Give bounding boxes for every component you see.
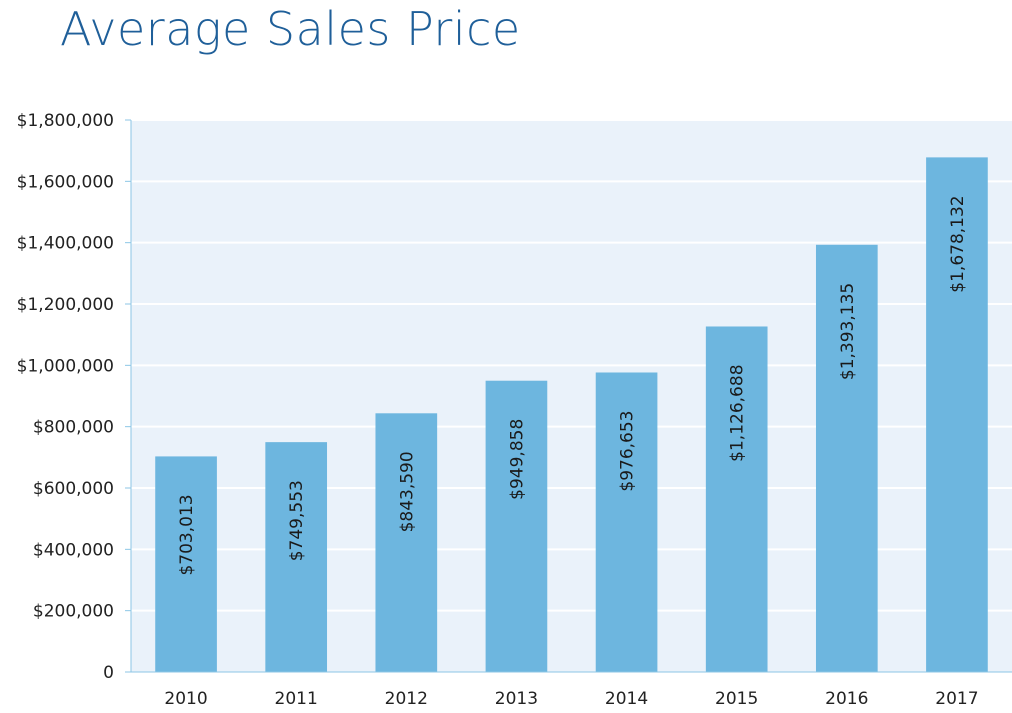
data-label: $1,126,688 (728, 364, 748, 461)
x-tick-label: 2012 (385, 689, 428, 709)
x-axis-ticks: 2010 2011 2012 2013 2014 2015 2016 2017 (164, 689, 978, 709)
bar (926, 157, 988, 672)
plot-background (131, 120, 1012, 672)
bar (595, 372, 658, 672)
x-tick-label: 2014 (605, 689, 648, 709)
chart-title: Average Sales Price (60, 2, 521, 56)
bar (485, 380, 548, 672)
y-tick-label: $800,000 (33, 418, 114, 438)
y-tick-label: $200,000 (33, 602, 114, 622)
x-tick-label: 2017 (935, 689, 978, 709)
y-tick-label: $400,000 (33, 540, 114, 560)
data-label: $749,553 (287, 480, 307, 561)
y-tick-label: 0 (103, 663, 114, 683)
y-axis-ticks: 0 $200,000 $400,000 $600,000 $800,000 $1,000,… (17, 111, 131, 683)
y-tick-label: $1,600,000 (17, 172, 114, 192)
data-labels: $703,013 $749,553 $843,590 $949,858 $976,653… (177, 195, 968, 575)
bar (375, 413, 438, 672)
y-tick-label: $1,400,000 (17, 234, 114, 254)
bar (705, 326, 768, 672)
data-label: $1,678,132 (948, 195, 968, 292)
x-tick-label: 2011 (275, 689, 318, 709)
x-tick-label: 2013 (495, 689, 538, 709)
x-tick-label: 2016 (825, 689, 868, 709)
bar (815, 244, 878, 673)
data-label: $1,393,135 (838, 283, 858, 380)
bar (155, 456, 217, 672)
data-label: $949,858 (507, 419, 527, 500)
data-label: $703,013 (177, 494, 197, 575)
y-tick-label: $1,200,000 (17, 295, 114, 315)
y-tick-label: $1,000,000 (17, 356, 114, 376)
bars (155, 157, 988, 673)
x-tick-label: 2015 (715, 689, 758, 709)
data-label: $843,590 (397, 451, 417, 532)
y-tick-label: $1,800,000 (17, 111, 114, 131)
x-tick-label: 2010 (164, 689, 207, 709)
y-tick-label: $600,000 (33, 479, 114, 499)
bar (265, 442, 328, 672)
data-label: $976,653 (618, 410, 638, 491)
